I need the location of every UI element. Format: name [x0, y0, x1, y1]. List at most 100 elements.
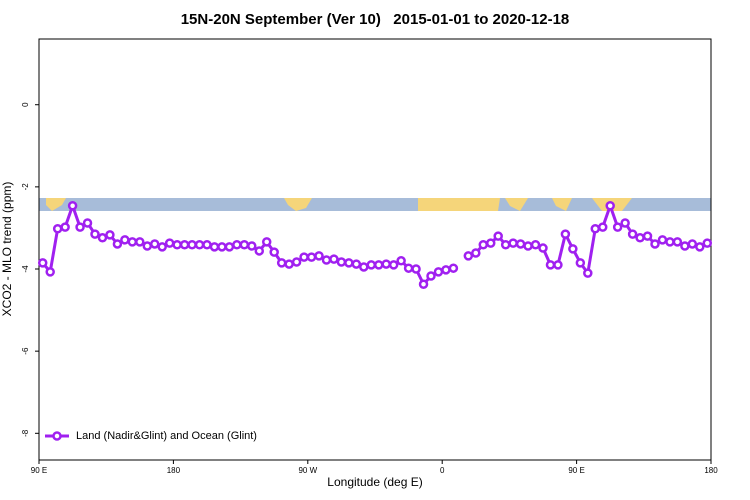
x-tick-label: 90 E: [568, 466, 584, 475]
x-tick-label: 90 E: [31, 466, 47, 475]
data-point: [545, 260, 556, 270]
data-point: [314, 251, 324, 261]
data-point: [67, 201, 78, 211]
map-strip: [39, 198, 711, 211]
ocean-strip: [39, 198, 711, 211]
data-point: [135, 237, 145, 247]
data-point: [45, 267, 55, 277]
data-point: [105, 230, 115, 240]
data-point: [157, 242, 167, 252]
data-point: [261, 237, 272, 247]
data-point: [627, 229, 638, 239]
data-point: [463, 251, 474, 261]
x-tick-label: 90 W: [298, 466, 317, 475]
data-point: [82, 218, 93, 228]
data-point: [388, 260, 399, 270]
y-tick-label: -4: [21, 265, 30, 273]
data-point: [179, 240, 190, 250]
data-point: [396, 256, 406, 266]
land-patch: [284, 198, 312, 211]
data-point: [202, 240, 212, 250]
land-patch: [505, 198, 528, 211]
data-point: [112, 239, 123, 249]
data-point: [344, 258, 354, 268]
data-point: [291, 257, 302, 267]
data-point: [665, 237, 675, 247]
data-point: [359, 262, 369, 272]
data-point: [493, 231, 503, 241]
data-point: [403, 263, 414, 273]
y-tick-label: -8: [21, 429, 30, 437]
plot-frame: [38, 38, 712, 461]
data-point: [276, 258, 287, 268]
data-point: [381, 259, 391, 269]
x-axis-label: Longitude (deg E): [327, 475, 422, 489]
data-point: [553, 260, 563, 270]
land-patch: [46, 198, 66, 211]
data-point: [224, 242, 235, 252]
data-point: [568, 244, 578, 254]
data-point: [321, 255, 332, 265]
data-point: [209, 242, 220, 252]
data-point: [284, 259, 294, 269]
x-tick-label: 180: [167, 466, 181, 475]
y-tick-label: -2: [21, 183, 30, 191]
data-point: [142, 241, 153, 251]
data-point: [164, 238, 175, 248]
data-point: [575, 258, 586, 268]
y-axis-label: XCO2 - MLO trend (ppm): [0, 182, 14, 317]
data-point: [508, 238, 518, 248]
data-point: [500, 240, 511, 250]
data-point: [306, 252, 317, 262]
data-point: [232, 240, 242, 250]
data-point: [433, 267, 444, 277]
land-patch: [418, 198, 500, 211]
data-point: [336, 257, 347, 267]
data-point: [120, 235, 130, 245]
land-patch: [552, 198, 572, 211]
data-point: [149, 239, 160, 249]
data-point: [478, 240, 489, 250]
data-point: [254, 246, 265, 256]
data-point: [560, 229, 571, 239]
y-tick-label: 0: [21, 102, 30, 107]
data-point: [37, 258, 48, 268]
data-point: [329, 254, 339, 264]
data-point: [672, 237, 683, 247]
data-point: [97, 233, 108, 243]
data-point: [239, 240, 250, 250]
data-point: [590, 224, 601, 234]
legend-marker: [52, 431, 62, 441]
y-tick-label: -6: [21, 347, 30, 355]
data-point: [635, 233, 645, 243]
data-point: [471, 248, 481, 258]
data-point: [60, 222, 70, 232]
data-point: [52, 224, 63, 234]
data-point: [187, 240, 197, 250]
data-point: [702, 238, 713, 248]
data-point: [538, 243, 548, 253]
data-point: [441, 265, 451, 275]
data-point: [642, 231, 653, 241]
legend-label: Land (Nadir&Glint) and Ocean (Glint): [76, 430, 257, 442]
data-point: [217, 242, 227, 252]
data-point: [523, 241, 533, 251]
data-point: [448, 263, 459, 273]
x-tick-label: 180: [704, 466, 718, 475]
data-point: [530, 240, 541, 250]
data-point: [373, 260, 384, 270]
data-point: [485, 238, 496, 248]
data-point: [247, 241, 257, 251]
data-point: [269, 247, 279, 257]
chart-title: 15N-20N September (Ver 10) 2015-01-01 to…: [181, 11, 570, 28]
data-point: [650, 239, 660, 249]
data-point: [612, 222, 623, 232]
data-point: [299, 252, 309, 262]
data-point: [426, 271, 436, 281]
x-tick-label: 0: [440, 466, 445, 475]
data-point: [90, 229, 100, 239]
data-point: [583, 268, 593, 278]
data-point: [657, 235, 668, 245]
